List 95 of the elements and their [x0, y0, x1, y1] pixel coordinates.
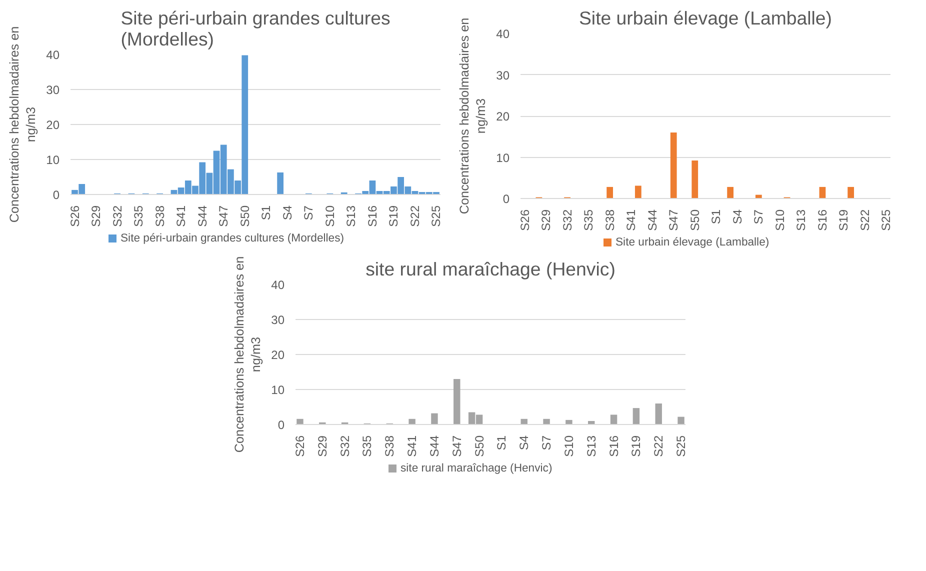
x-tick-label: S35	[360, 435, 374, 457]
x-tick-label: S26	[518, 209, 532, 231]
x-tick-label: S47	[666, 209, 681, 231]
x-tick-label: S22	[652, 435, 666, 457]
x-tick-label: S29	[315, 435, 330, 457]
x-tick-label: S29	[539, 209, 554, 231]
legend-label: Site péri-urbain grandes cultures (Mordelles)	[120, 232, 344, 244]
x-tick-label: S50	[238, 205, 252, 227]
y-tick-label: 10	[46, 153, 60, 167]
x-tick-label: S16	[815, 209, 830, 231]
x-tick-label: S4	[730, 209, 744, 224]
y-tick-label: 40	[271, 278, 285, 292]
x-tick-label: S13	[794, 209, 808, 231]
bar	[454, 379, 460, 424]
y-axis-title: Concentrations hebdolmadaires en ng/m3	[457, 18, 488, 214]
y-tick-label: 30	[271, 313, 285, 327]
bar	[606, 186, 613, 198]
x-tick-label: S50	[472, 435, 486, 457]
x-tick-label: S41	[405, 435, 420, 457]
y-tick-label: 0	[52, 188, 60, 202]
x-tick-label: S26	[292, 435, 307, 457]
x-tick-label: S22	[408, 205, 422, 227]
x-tick-label: S25	[879, 209, 894, 231]
y-tick-label: 20	[496, 110, 510, 124]
x-tick-label: S1	[494, 435, 509, 450]
bar	[431, 413, 438, 424]
y-tick-label: 40	[46, 48, 60, 62]
bar	[296, 418, 304, 424]
y-tick-label: 20	[46, 118, 60, 132]
x-tick-label: S32	[110, 205, 124, 227]
x-tick-label: S4	[280, 205, 294, 220]
x-tick-label: S7	[302, 205, 316, 220]
x-tick-label: S22	[858, 209, 872, 231]
bar	[848, 186, 854, 198]
y-tick-label: 30	[46, 83, 60, 97]
x-tick-label: S41	[624, 209, 638, 231]
x-tick-label: S16	[365, 205, 380, 227]
x-tick-label: S35	[582, 209, 596, 231]
x-tick-label: S44	[645, 209, 660, 231]
x-tick-label: S41	[174, 205, 188, 227]
y-tick-label: 40	[496, 27, 510, 41]
bar	[678, 416, 684, 424]
x-tick-label: S19	[836, 209, 851, 231]
x-tick-label: S47	[216, 205, 231, 227]
y-tick-label: 0	[502, 192, 510, 206]
bar	[727, 186, 734, 198]
x-tick-label: S13	[584, 435, 598, 457]
legend-label: Site urbain élevage (Lamballe)	[616, 236, 770, 248]
y-tick-label: 10	[271, 383, 285, 397]
x-tick-label: S44	[427, 435, 442, 457]
x-tick-label: S16	[606, 435, 621, 457]
bar	[543, 418, 550, 424]
y-axis-title: Concentrations hebdolmadaires en ng/m3	[7, 26, 38, 223]
x-tick-label: S19	[629, 435, 644, 457]
chart-title: site rural maraîchage (Henvic)	[366, 258, 616, 280]
x-tick-label: S1	[259, 205, 274, 220]
y-tick-label: 0	[278, 418, 285, 432]
bar	[655, 404, 662, 424]
y-tick-label: 20	[271, 348, 285, 362]
x-tick-label: S7	[540, 435, 554, 450]
y-tick-label: 30	[496, 68, 510, 82]
bar	[566, 420, 572, 424]
y-axis-title: Concentrations hebdolmadaires en ng/m3	[232, 256, 264, 453]
legend-label: site rural maraîchage (Henvic)	[400, 462, 552, 474]
x-tick-label: S10	[772, 209, 787, 231]
x-tick-label: S38	[152, 205, 167, 227]
chart-title: Site péri-urbain grandes cultures (Mordelles)	[120, 8, 390, 50]
x-tick-label: S25	[429, 205, 444, 227]
x-tick-label: S7	[752, 209, 766, 224]
x-tick-label: S25	[674, 435, 688, 457]
x-tick-label: S13	[344, 205, 358, 227]
x-tick-label: S32	[338, 435, 352, 457]
x-tick-label: S50	[688, 209, 702, 231]
x-tick-label: S10	[322, 205, 337, 227]
bar	[277, 172, 284, 194]
y-tick-label: 10	[496, 150, 510, 165]
bar	[692, 160, 698, 198]
bar	[670, 132, 677, 198]
x-tick-label: S35	[132, 205, 146, 227]
x-tick-label: S38	[382, 435, 397, 457]
x-tick-label: S10	[562, 435, 576, 457]
x-tick-label: S4	[517, 435, 532, 450]
bar	[634, 186, 642, 198]
x-tick-label: S26	[68, 205, 82, 227]
x-tick-label: S44	[195, 205, 210, 227]
x-tick-label: S32	[560, 209, 574, 231]
x-tick-label: S38	[602, 209, 617, 231]
x-tick-label: S47	[450, 435, 464, 457]
x-tick-label: S29	[89, 205, 104, 227]
bar	[408, 418, 416, 424]
chart-title: Site urbain élevage (Lamballe)	[578, 8, 832, 28]
bar	[610, 414, 618, 424]
x-tick-label: S1	[709, 209, 724, 224]
bar	[632, 408, 640, 424]
x-tick-label: S19	[386, 205, 401, 227]
